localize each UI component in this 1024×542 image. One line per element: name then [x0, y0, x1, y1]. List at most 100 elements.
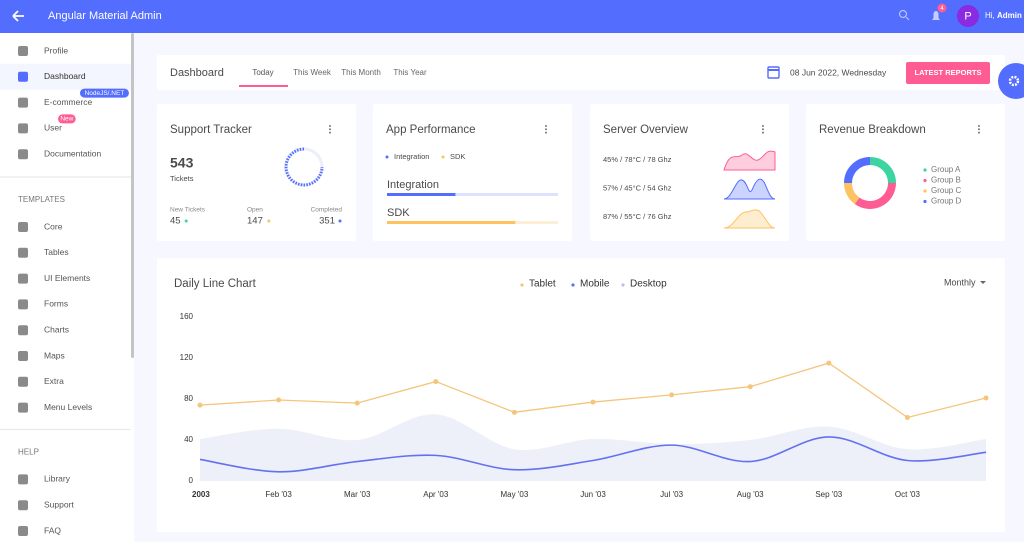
dropdown-caret: [980, 281, 986, 284]
menu-icon: [18, 325, 28, 336]
menu-icon: [18, 149, 28, 160]
tablet-point: [354, 400, 360, 406]
card-menu-dot: [762, 128, 764, 131]
y-tick-label: 80: [184, 394, 193, 403]
menu-item[interactable]: UI Elements: [44, 273, 90, 283]
calendar-icon: [767, 66, 780, 79]
legend-dot: [923, 189, 927, 193]
latest-reports-button[interactable]: [906, 62, 990, 84]
settings-button[interactable]: [998, 63, 1024, 99]
menu-item[interactable]: Charts: [44, 324, 69, 334]
card: [373, 104, 572, 241]
legend-label: Desktop: [630, 279, 667, 290]
menu-icon: [18, 526, 28, 536]
card: [806, 104, 1005, 241]
menu-icon: [18, 71, 28, 82]
card-menu-dot: [545, 131, 547, 134]
toolbar: [157, 55, 1005, 90]
mobile-line: [199, 436, 987, 473]
user-name: Admin: [997, 11, 1022, 20]
tab[interactable]: Today: [252, 68, 273, 77]
button-label: LATEST REPORTS: [915, 68, 982, 77]
menu-item[interactable]: Dashboard: [44, 71, 86, 81]
date: 08 Jun 2022, Wednesday: [790, 67, 887, 77]
legend-label: SDK: [450, 152, 465, 161]
menu-item[interactable]: Library: [44, 474, 71, 484]
x-tick-label: 2003: [192, 490, 210, 499]
donut-segment: [844, 157, 871, 184]
tab-indicator: [239, 85, 288, 87]
stat-label: Open: [247, 207, 263, 214]
avatar[interactable]: [957, 5, 979, 27]
notification-count: 4: [940, 6, 944, 12]
back-button[interactable]: [12, 10, 24, 22]
tab[interactable]: This Year: [393, 68, 427, 77]
menu-item[interactable]: Forms: [44, 299, 68, 309]
menu-item[interactable]: Core: [44, 221, 63, 231]
app-title: Angular Material Admin: [48, 10, 162, 22]
menu-item[interactable]: Support: [44, 499, 74, 509]
menu-item[interactable]: Extra: [44, 376, 64, 386]
card-menu-dot: [978, 128, 980, 131]
card-title: App Performance: [386, 124, 476, 136]
menu-item[interactable]: E-commerce: [44, 97, 92, 107]
tablet-point: [511, 409, 517, 415]
menu-item[interactable]: Profile: [44, 45, 68, 55]
menu-badge-label: NodeJS/.NET: [85, 90, 125, 97]
menu-item[interactable]: Documentation: [44, 148, 101, 158]
legend-label: Group A: [931, 165, 961, 174]
menu-icon: [18, 97, 28, 108]
legend-dot: [923, 178, 927, 183]
menu-icon: [18, 402, 28, 413]
tablet-point: [433, 379, 439, 385]
search-icon[interactable]: [898, 9, 910, 21]
tablet-point: [826, 360, 832, 366]
sidebar: [0, 33, 134, 542]
tablet-point: [983, 395, 989, 401]
card-menu-dot: [762, 125, 764, 127]
tablet-point: [276, 397, 282, 403]
menu-item[interactable]: Maps: [44, 350, 65, 360]
y-tick-label: 120: [180, 353, 194, 362]
stat-value: 147: [247, 216, 263, 227]
tab[interactable]: This Week: [293, 68, 332, 77]
scrollbar[interactable]: [131, 33, 134, 358]
notifications-icon[interactable]: [932, 11, 940, 20]
card-title: Revenue Breakdown: [819, 124, 926, 136]
legend-dot: [923, 168, 927, 172]
card: [157, 104, 356, 241]
menu-item[interactable]: Tables: [44, 247, 69, 257]
menu-icon: [18, 500, 28, 511]
menu-item[interactable]: User: [44, 123, 62, 133]
progress-bar: [387, 193, 456, 196]
x-tick-label: Jul '03: [660, 490, 683, 499]
progress-track: [387, 193, 558, 196]
card-title: Support Tracker: [170, 124, 252, 136]
menu-badge: [80, 88, 129, 98]
menu-icon: [18, 299, 28, 310]
menu-icon: [18, 46, 28, 56]
period-select[interactable]: Monthly: [944, 277, 976, 287]
menu-icon: [18, 273, 28, 284]
tab[interactable]: This Month: [341, 68, 381, 77]
greeting: Hi, Admin: [985, 11, 1022, 20]
y-tick-label: 40: [184, 435, 193, 444]
x-tick-label: Oct '03: [895, 490, 921, 499]
y-tick-label: 0: [189, 476, 194, 485]
menu-item[interactable]: FAQ: [44, 525, 61, 535]
y-tick-label: 160: [180, 312, 194, 321]
section-title: HELP: [18, 448, 39, 457]
avatar-letter: P: [964, 10, 971, 22]
progress-label: Integration: [387, 179, 439, 191]
menu-icon: [18, 474, 28, 485]
stat-dot: [184, 219, 188, 223]
menu-item[interactable]: Menu Levels: [44, 402, 92, 412]
notification-badge: [937, 3, 947, 13]
ticket-total: 543: [170, 155, 194, 171]
donut-segment: [854, 182, 896, 209]
card: [590, 104, 789, 241]
progress-bar: [387, 221, 516, 224]
donut-segment: [869, 157, 896, 184]
page-title: Dashboard: [170, 67, 224, 79]
card-menu-dot: [762, 131, 764, 134]
